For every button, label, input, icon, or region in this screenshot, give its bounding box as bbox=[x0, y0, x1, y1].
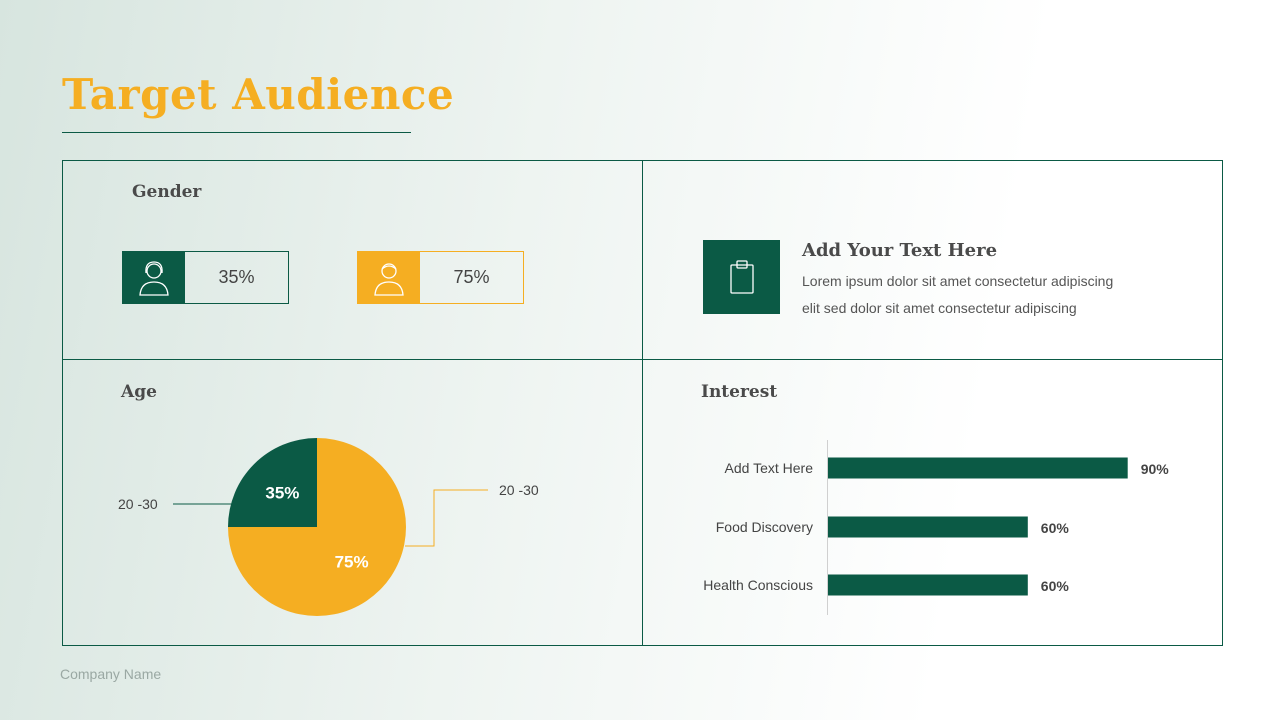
male-percentage: 75% bbox=[453, 267, 490, 287]
pie-data-label-1: 75% bbox=[335, 553, 369, 572]
pie-callout-label-0: 20 -30 bbox=[118, 496, 158, 512]
bar-2 bbox=[828, 574, 1028, 596]
bar-category-label-0: Add Text Here bbox=[725, 460, 814, 476]
pie-slice-0 bbox=[228, 438, 317, 527]
pie-slice-1 bbox=[228, 438, 406, 616]
pie-data-label-0: 35% bbox=[265, 483, 299, 502]
male-stat-card: 75% bbox=[357, 251, 524, 304]
info-line-2: elit sed dolor sit amet consectetur adip… bbox=[802, 300, 1077, 316]
page-title: Target Audience bbox=[62, 70, 455, 119]
gender-heading: Gender bbox=[132, 182, 202, 202]
clipboard-icon bbox=[729, 260, 754, 294]
bar-value-label-0: 90% bbox=[1141, 461, 1170, 477]
company-name: Company Name bbox=[60, 666, 162, 682]
info-body: Lorem ipsum dolor sit amet consectetur a… bbox=[802, 268, 1162, 322]
age-heading: Age bbox=[121, 382, 157, 402]
female-user-icon bbox=[123, 252, 185, 303]
grid-vertical-divider bbox=[642, 160, 643, 646]
bar-category-label-2: Health Conscious bbox=[703, 577, 813, 593]
info-title: Add Your Text Here bbox=[802, 240, 998, 261]
grid-horizontal-divider bbox=[62, 359, 1223, 360]
pie-callout-label-1: 20 -30 bbox=[499, 482, 539, 498]
bar-1 bbox=[828, 516, 1028, 538]
title-underline bbox=[62, 132, 411, 133]
female-stat-card: 35% bbox=[122, 251, 289, 304]
info-line-1: Lorem ipsum dolor sit amet consectetur a… bbox=[802, 273, 1114, 289]
bar-value-label-2: 60% bbox=[1041, 578, 1070, 594]
male-user-icon bbox=[358, 252, 420, 303]
pie-callout-line-1 bbox=[405, 489, 488, 547]
female-percentage: 35% bbox=[218, 267, 255, 287]
bar-0 bbox=[828, 457, 1128, 479]
clipboard-icon-tile bbox=[703, 240, 780, 314]
bar-value-label-1: 60% bbox=[1041, 520, 1070, 536]
interest-heading: Interest bbox=[701, 382, 778, 402]
bar-category-label-1: Food Discovery bbox=[716, 519, 813, 535]
